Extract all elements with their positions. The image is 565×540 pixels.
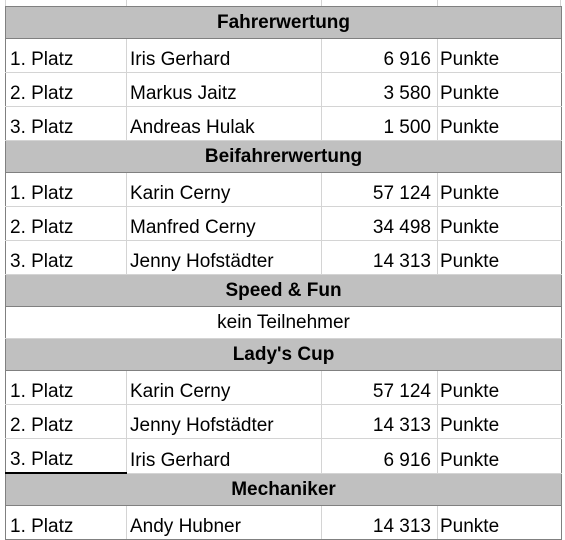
place-cell[interactable]: 1. Platz (5, 505, 127, 540)
section-header-row: Beifahrerwertung (4, 140, 563, 173)
section-header-row: Fahrerwertung (4, 6, 563, 39)
name-cell[interactable]: Karin Cerny (126, 370, 322, 405)
unit-cell[interactable]: Punkte (436, 38, 563, 73)
points-cell[interactable]: 1 500 (321, 106, 438, 141)
section-title[interactable]: Beifahrerwertung (4, 140, 563, 173)
name-cell[interactable]: Karin Cerny (126, 172, 322, 207)
points-cell[interactable]: 14 313 (321, 505, 438, 540)
unit-cell[interactable]: Punkte (436, 505, 563, 540)
name-cell[interactable]: Iris Gerhard (126, 38, 322, 73)
gridline (560, 0, 561, 6)
place-cell[interactable]: 3. Platz (5, 106, 127, 141)
points-cell[interactable]: 3 580 (321, 72, 438, 107)
place-cell[interactable]: 3. Platz (5, 438, 127, 474)
table-row: 3. Platz Andreas Hulak 1 500 Punkte (5, 106, 563, 141)
table-row: 2. Platz Manfred Cerny 34 498 Punkte (5, 206, 563, 241)
name-cell[interactable]: Andreas Hulak (126, 106, 322, 141)
points-cell[interactable]: 34 498 (321, 206, 438, 241)
gridline (126, 0, 127, 6)
table-row: 2. Platz Markus Jaitz 3 580 Punkte (5, 72, 563, 107)
place-cell[interactable]: 2. Platz (5, 404, 127, 439)
section-title[interactable]: Speed & Fun (4, 274, 563, 307)
section-title[interactable]: Mechaniker (4, 472, 563, 506)
section-title[interactable]: Fahrerwertung (4, 6, 563, 39)
place-cell[interactable]: 2. Platz (5, 206, 127, 241)
name-cell[interactable]: Manfred Cerny (126, 206, 322, 241)
points-cell[interactable]: 6 916 (321, 438, 438, 474)
table-row: 2. Platz Jenny Hofstädter 14 313 Punkte (5, 404, 563, 439)
place-cell[interactable]: 2. Platz (5, 72, 127, 107)
gridline (5, 0, 6, 6)
unit-cell[interactable]: Punkte (436, 206, 563, 241)
section-title[interactable]: Lady's Cup (4, 338, 563, 371)
points-cell[interactable]: 57 124 (321, 172, 438, 207)
unit-cell[interactable]: Punkte (436, 172, 563, 207)
unit-cell[interactable]: Punkte (436, 370, 563, 405)
name-cell[interactable]: Markus Jaitz (126, 72, 322, 107)
table-row: 1. Platz Karin Cerny 57 124 Punkte (5, 172, 563, 207)
note-row: kein Teilnehmer (4, 306, 563, 339)
section-header-row: Speed & Fun (4, 274, 563, 307)
points-cell[interactable]: 57 124 (321, 370, 438, 405)
name-cell[interactable]: Andy Hubner (126, 505, 322, 540)
gridline (321, 0, 322, 6)
table-row: 1. Platz Karin Cerny 57 124 Punkte (5, 370, 563, 405)
unit-cell[interactable]: Punkte (436, 438, 563, 474)
name-cell[interactable]: Iris Gerhard (126, 438, 322, 474)
table-row: 1. Platz Andy Hubner 14 313 Punkte (5, 505, 563, 540)
no-participant-note[interactable]: kein Teilnehmer (4, 306, 563, 339)
gridline (437, 0, 438, 6)
points-cell[interactable]: 6 916 (321, 38, 438, 73)
points-cell[interactable]: 14 313 (321, 404, 438, 439)
unit-cell[interactable]: Punkte (436, 404, 563, 439)
section-header-row: Mechaniker (4, 472, 563, 506)
place-cell[interactable]: 1. Platz (5, 172, 127, 207)
place-cell[interactable]: 3. Platz (5, 240, 127, 275)
unit-cell[interactable]: Punkte (436, 72, 563, 107)
place-cell[interactable]: 1. Platz (5, 38, 127, 73)
unit-cell[interactable]: Punkte (436, 240, 563, 275)
table-row: 3. Platz Jenny Hofstädter 14 313 Punkte (5, 240, 563, 275)
name-cell[interactable]: Jenny Hofstädter (126, 404, 322, 439)
table-row: 3. Platz Iris Gerhard 6 916 Punkte (5, 438, 563, 474)
name-cell[interactable]: Jenny Hofstädter (126, 240, 322, 275)
results-table: Fahrerwertung 1. Platz Iris Gerhard 6 91… (4, 6, 563, 540)
place-cell[interactable]: 1. Platz (5, 370, 127, 405)
unit-cell[interactable]: Punkte (436, 106, 563, 141)
points-cell[interactable]: 14 313 (321, 240, 438, 275)
column-grid-stub (0, 0, 565, 6)
section-header-row: Lady's Cup (4, 338, 563, 371)
table-row: 1. Platz Iris Gerhard 6 916 Punkte (5, 38, 563, 73)
